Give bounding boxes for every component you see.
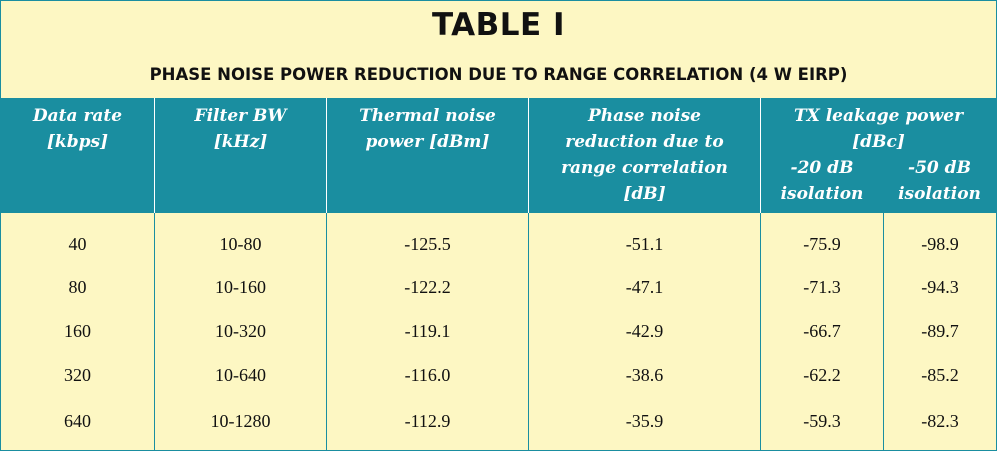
cell-data-rate: 40 — [68, 234, 87, 254]
header-filter-bw-line1: Filter BW — [194, 106, 287, 126]
header-iso50-line1: -50 dB — [908, 158, 971, 178]
table-subtitle: PHASE NOISE POWER REDUCTION DUE TO RANGE… — [149, 65, 848, 84]
header-divider — [326, 98, 327, 213]
header-thermal-line2: power [dBm] — [365, 132, 490, 152]
cell-data-rate: 80 — [68, 277, 87, 297]
header-filter-bw: Filter BW [kHz] — [155, 98, 326, 213]
cell-data-rate: 640 — [64, 411, 91, 431]
cell-data-rate: 160 — [64, 321, 91, 341]
cell-phase: -38.6 — [625, 365, 664, 385]
header-iso-50: -50 dB isolation — [883, 150, 996, 213]
header-phase-line1: Phase noise — [587, 106, 701, 126]
cell-iso50: -89.7 — [921, 321, 959, 341]
table-row: 160 10-320 -119.1 -42.9 -66.7 -89.7 — [1, 313, 996, 349]
cell-thermal: -125.5 — [404, 234, 451, 254]
cell-phase: -42.9 — [625, 321, 664, 341]
header-phase-line3: range correlation — [561, 158, 728, 178]
header-iso50-line2: isolation — [898, 184, 981, 204]
header-iso20-line2: isolation — [780, 184, 864, 204]
table-row: 320 10-640 -116.0 -38.6 -62.2 -85.2 — [1, 357, 996, 393]
header-iso20-line1: -20 dB — [790, 158, 854, 178]
column-divider — [326, 213, 327, 450]
cell-filter-bw: 10-160 — [215, 277, 266, 297]
cell-filter-bw: 10-320 — [215, 321, 266, 341]
table-row: 80 10-160 -122.2 -47.1 -71.3 -94.3 — [1, 269, 996, 305]
header-thermal-line1: Thermal noise — [359, 106, 496, 126]
header-divider — [760, 98, 761, 213]
header-tx-line2: [dBc] — [852, 132, 905, 152]
column-divider — [883, 213, 884, 450]
cell-iso50: -85.2 — [921, 365, 959, 385]
header-filter-bw-line2: [kHz] — [213, 132, 268, 152]
header-divider — [528, 98, 529, 213]
header-phase-noise: Phase noise reduction due to range corre… — [529, 98, 760, 213]
column-divider — [154, 213, 155, 450]
cell-phase: -47.1 — [625, 277, 664, 297]
cell-thermal: -119.1 — [404, 321, 451, 341]
header-divider — [154, 98, 155, 213]
cell-iso50: -82.3 — [921, 411, 959, 431]
header-phase-line4: [dB] — [623, 184, 666, 204]
header-tx-line1: TX leakage power — [793, 106, 964, 126]
cell-thermal: -116.0 — [404, 365, 451, 385]
cell-phase: -51.1 — [625, 234, 664, 254]
cell-iso20: -71.3 — [803, 277, 841, 297]
cell-filter-bw: 10-80 — [219, 234, 262, 254]
cell-thermal: -112.9 — [404, 411, 451, 431]
cell-filter-bw: 10-1280 — [210, 411, 271, 431]
cell-data-rate: 320 — [64, 365, 91, 385]
column-divider — [528, 213, 529, 450]
header-data-rate-line2: [kbps] — [46, 132, 109, 152]
header-tx-leakage: TX leakage power [dBc] — [761, 98, 996, 155]
header-data-rate-line1: Data rate — [32, 106, 123, 126]
header-phase-line2: reduction due to — [565, 132, 724, 152]
cell-phase: -35.9 — [625, 411, 664, 431]
table-row: 40 10-80 -125.5 -51.1 -75.9 -98.9 — [1, 226, 996, 262]
table-title: TABLE I — [431, 7, 566, 43]
cell-thermal: -122.2 — [404, 277, 451, 297]
header-thermal-noise: Thermal noise power [dBm] — [327, 98, 528, 213]
cell-iso50: -98.9 — [921, 234, 959, 254]
cell-filter-bw: 10-640 — [215, 365, 266, 385]
cell-iso50: -94.3 — [921, 277, 959, 297]
cell-iso20: -66.7 — [803, 321, 841, 341]
column-divider — [760, 213, 761, 450]
table-row: 640 10-1280 -112.9 -35.9 -59.3 -82.3 — [1, 403, 996, 439]
cell-iso20: -59.3 — [803, 411, 841, 431]
cell-iso20: -75.9 — [803, 234, 841, 254]
table-header: Data rate [kbps] Filter BW [kHz] Thermal… — [1, 98, 996, 213]
cell-iso20: -62.2 — [803, 365, 841, 385]
header-data-rate: Data rate [kbps] — [1, 98, 154, 213]
header-iso-20: -20 dB isolation — [761, 150, 883, 213]
